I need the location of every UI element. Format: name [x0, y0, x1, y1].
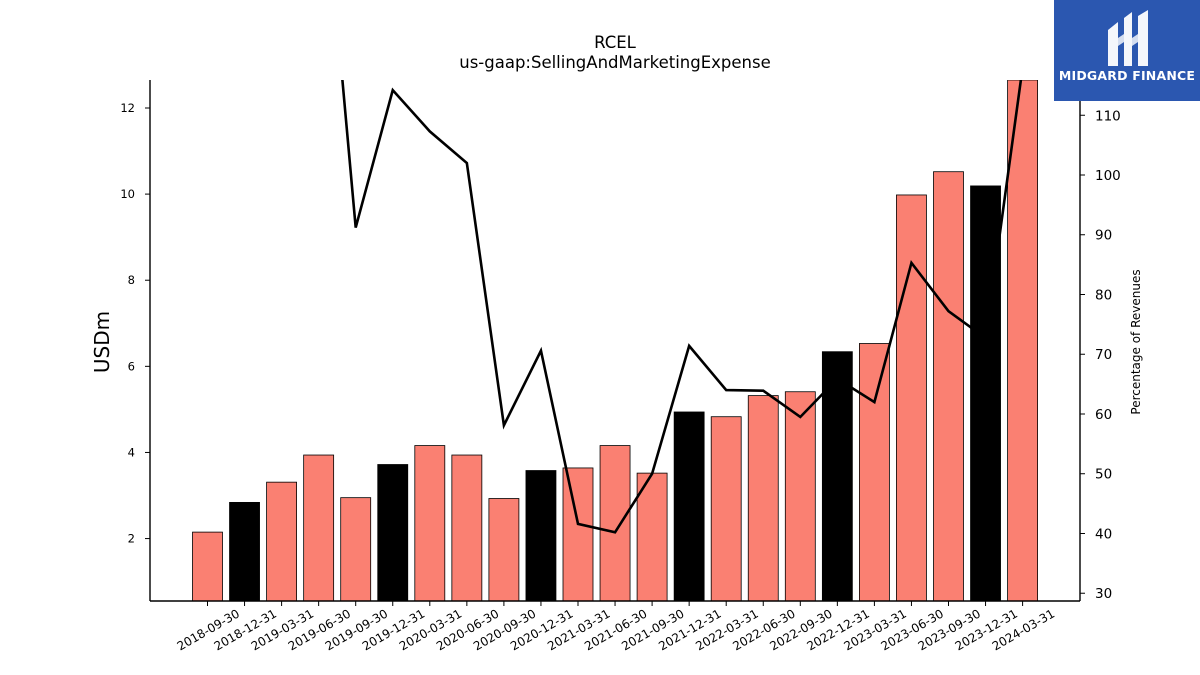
midgard-logo-icon [1108, 10, 1148, 66]
bar-2021-09-30 [636, 472, 668, 601]
bar-2021-12-31 [673, 411, 705, 601]
bar-2018-09-30 [192, 531, 223, 601]
y2-tick-label: 30 [1095, 586, 1112, 602]
bar-2020-09-30 [488, 498, 520, 601]
bar-2023-09-30 [933, 171, 964, 601]
percentage-line [341, 80, 1023, 534]
bar-2019-09-30 [340, 497, 372, 601]
bar-2019-03-31 [266, 481, 298, 601]
y-tick-label: 12 [120, 101, 135, 115]
y2-tick-label: 80 [1095, 287, 1112, 303]
bar-2023-06-30 [896, 194, 927, 601]
y2-tick-label: 40 [1095, 526, 1112, 542]
y2-tick-label: 110 [1095, 108, 1121, 124]
bar-2021-03-31 [562, 467, 594, 601]
y2-tick-label: 90 [1095, 228, 1112, 244]
y2-axis-label: Percentage of Revenues [1129, 269, 1143, 414]
bar-2022-12-31 [821, 351, 853, 601]
bar-2022-03-31 [710, 416, 742, 601]
bar-2022-09-30 [784, 391, 816, 601]
brand-logo: MIDGARD FINANCE [1054, 0, 1200, 101]
bar-2020-12-31 [525, 470, 557, 601]
bar-2019-06-30 [303, 454, 335, 601]
y2-tick-label: 50 [1095, 467, 1112, 483]
bar-2023-03-31 [859, 343, 890, 601]
logo-text: MIDGARD FINANCE [1058, 68, 1196, 83]
chart-title: RCEL [594, 33, 637, 52]
y2-tick-label: 60 [1095, 407, 1112, 423]
y-axis-label: USDm [90, 311, 114, 373]
bar-2018-12-31 [229, 501, 260, 601]
bar-2020-03-31 [414, 445, 446, 601]
bar-2021-06-30 [599, 445, 631, 601]
y-tick-label: 6 [128, 359, 135, 373]
bar-2019-12-31 [377, 464, 409, 601]
bar-2024-03-31 [1007, 80, 1038, 601]
y-tick-label: 4 [128, 445, 135, 459]
bar-2023-12-31 [970, 185, 1001, 601]
line-layer [341, 80, 1023, 534]
y-tick-label: 8 [128, 273, 135, 287]
y-tick-label: 2 [128, 532, 135, 546]
bar-2022-06-30 [747, 395, 779, 601]
chart-subtitle: us-gaap:SellingAndMarketingExpense [459, 53, 771, 72]
bar-2020-06-30 [451, 454, 483, 601]
y2-tick-label: 70 [1095, 347, 1112, 363]
y2-tick-label: 100 [1095, 168, 1121, 184]
y-tick-label: 10 [120, 187, 135, 201]
bars-layer [192, 80, 1038, 601]
